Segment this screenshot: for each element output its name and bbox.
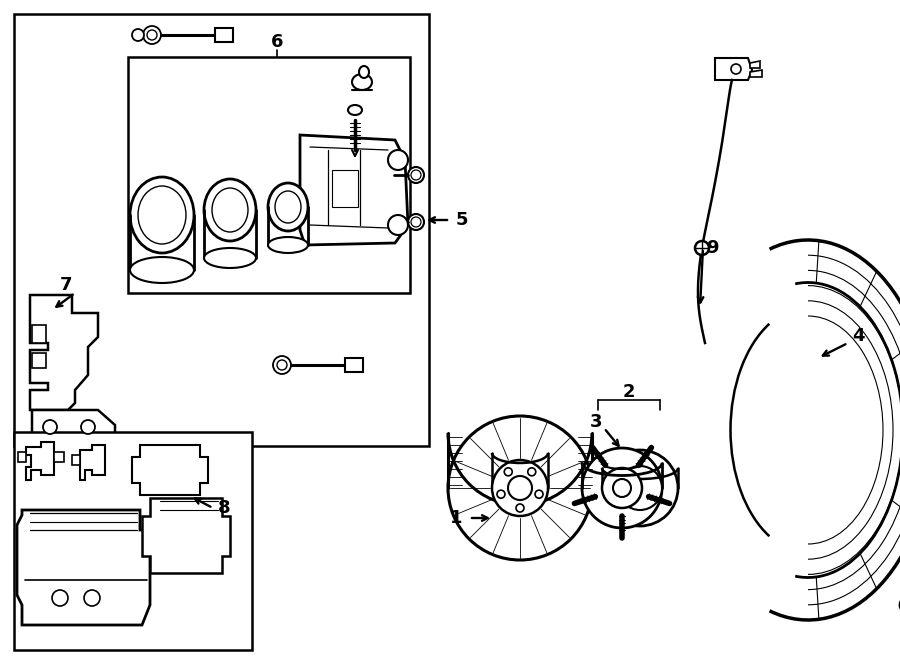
Polygon shape	[750, 70, 762, 77]
Polygon shape	[80, 445, 105, 480]
Polygon shape	[72, 455, 80, 465]
Ellipse shape	[130, 257, 194, 283]
Ellipse shape	[352, 74, 372, 90]
Ellipse shape	[130, 177, 194, 253]
Polygon shape	[142, 498, 230, 573]
Circle shape	[504, 468, 512, 476]
Polygon shape	[215, 28, 233, 42]
Circle shape	[388, 150, 408, 170]
Circle shape	[273, 356, 291, 374]
Circle shape	[143, 26, 161, 44]
Bar	[14, 14, 429, 446]
Circle shape	[448, 416, 592, 560]
Polygon shape	[18, 452, 26, 462]
Polygon shape	[54, 452, 64, 462]
Text: 8: 8	[218, 499, 230, 517]
Bar	[14, 432, 252, 650]
Polygon shape	[332, 170, 358, 207]
Ellipse shape	[268, 237, 308, 253]
Circle shape	[277, 360, 287, 370]
Circle shape	[602, 450, 678, 526]
Bar	[32, 325, 46, 343]
Circle shape	[527, 468, 536, 476]
Ellipse shape	[138, 186, 186, 244]
Circle shape	[618, 466, 662, 510]
Polygon shape	[715, 58, 752, 80]
Ellipse shape	[275, 191, 301, 223]
Polygon shape	[132, 445, 208, 495]
Bar	[128, 57, 410, 293]
Polygon shape	[300, 135, 408, 245]
Polygon shape	[750, 61, 760, 68]
Bar	[32, 353, 46, 368]
Circle shape	[508, 476, 532, 500]
Circle shape	[516, 504, 524, 512]
Ellipse shape	[268, 183, 308, 231]
Ellipse shape	[212, 188, 248, 232]
Circle shape	[84, 590, 100, 606]
Polygon shape	[30, 295, 98, 410]
Ellipse shape	[348, 105, 362, 115]
Circle shape	[43, 420, 57, 434]
Text: 4: 4	[851, 327, 864, 345]
Text: 1: 1	[450, 509, 463, 527]
Ellipse shape	[408, 214, 424, 230]
Circle shape	[81, 420, 95, 434]
Text: 7: 7	[59, 276, 72, 294]
Circle shape	[695, 241, 709, 255]
Ellipse shape	[359, 66, 369, 78]
Circle shape	[613, 479, 631, 497]
Circle shape	[731, 64, 741, 74]
Text: 5: 5	[455, 211, 468, 229]
Text: 9: 9	[706, 239, 718, 257]
Circle shape	[492, 460, 548, 516]
Polygon shape	[345, 358, 363, 372]
Polygon shape	[17, 510, 150, 625]
Circle shape	[147, 30, 157, 40]
Text: 6: 6	[271, 33, 284, 51]
Polygon shape	[32, 410, 115, 445]
Circle shape	[535, 490, 543, 498]
Ellipse shape	[204, 179, 256, 241]
Ellipse shape	[408, 167, 424, 183]
Text: 2: 2	[623, 383, 635, 401]
Circle shape	[52, 590, 68, 606]
Ellipse shape	[411, 217, 421, 227]
Ellipse shape	[411, 170, 421, 180]
Circle shape	[582, 448, 662, 528]
Circle shape	[602, 468, 642, 508]
Ellipse shape	[204, 248, 256, 268]
Text: 3: 3	[590, 413, 602, 431]
Circle shape	[497, 490, 505, 498]
Polygon shape	[26, 442, 54, 480]
Circle shape	[132, 29, 144, 41]
Circle shape	[388, 215, 408, 235]
